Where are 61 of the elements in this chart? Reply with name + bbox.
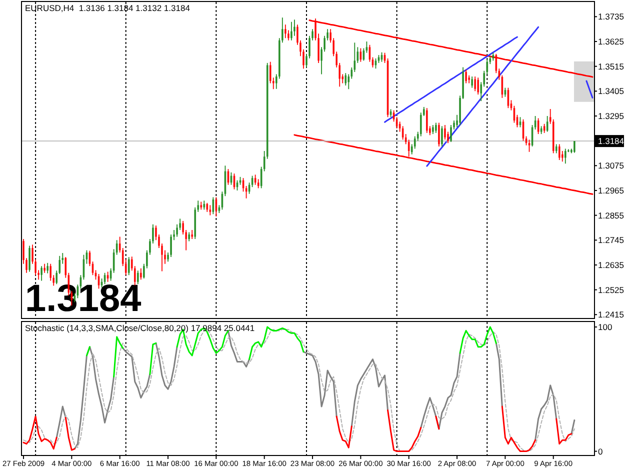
y-tick-label: 1.3295 xyxy=(598,110,624,121)
candlestick xyxy=(290,21,292,41)
candlestick xyxy=(140,268,142,280)
y-tick-label: 1.2965 xyxy=(598,185,624,196)
candlestick xyxy=(170,234,172,258)
y-tick-label: 1.3735 xyxy=(598,12,624,22)
candlestick xyxy=(543,123,546,134)
candlestick xyxy=(558,144,560,160)
candlestick xyxy=(555,144,558,154)
candlestick xyxy=(432,124,434,134)
candlestick xyxy=(206,202,208,212)
candlestick xyxy=(188,232,190,242)
candlestick xyxy=(444,124,446,140)
y-tick-label: 1.2525 xyxy=(598,284,624,295)
candlestick xyxy=(40,266,42,282)
y-tick-label: 1.2635 xyxy=(598,260,624,270)
candlestick xyxy=(426,108,428,134)
candlestick xyxy=(209,204,212,216)
candlestick xyxy=(50,263,52,282)
candlestick xyxy=(191,230,194,240)
line-series xyxy=(308,20,594,78)
candlestick xyxy=(450,124,452,142)
candlestick xyxy=(477,77,480,95)
candlestick xyxy=(28,245,30,272)
line-series xyxy=(294,134,594,195)
y-tick-label: 1.3625 xyxy=(598,36,624,46)
ref-line-label: 1.3184 xyxy=(598,136,624,146)
y-tick-label: 1.3515 xyxy=(598,61,624,72)
y-tick-label: 0 xyxy=(598,446,603,456)
line-series xyxy=(426,26,540,167)
candlestick xyxy=(474,76,476,92)
candlestick xyxy=(574,140,576,154)
candlestick xyxy=(215,196,218,217)
candlestick xyxy=(284,24,286,39)
candlestick xyxy=(294,19,296,36)
candlestick xyxy=(136,270,139,285)
y-tick-label: 1.2415 xyxy=(598,310,624,320)
line-series xyxy=(384,36,518,123)
y-tick-label: 1.3405 xyxy=(598,86,624,96)
chart-title: EURUSD,H4 1.3136 1.3184 1.3132 1.3184 xyxy=(25,3,190,13)
candlestick xyxy=(344,72,347,86)
candlestick xyxy=(561,150,564,162)
candlestick xyxy=(128,256,130,276)
annotation: 1.3184 xyxy=(25,278,142,320)
candlestick xyxy=(564,148,566,164)
candlestick xyxy=(441,126,443,147)
candlestick xyxy=(257,178,260,189)
candlestick xyxy=(46,262,49,274)
candlestick xyxy=(465,69,467,84)
candlestick xyxy=(44,263,46,274)
candlestick xyxy=(402,126,404,140)
candlestick xyxy=(212,196,214,215)
candlestick xyxy=(546,116,548,132)
candlestick xyxy=(438,122,440,147)
candlestick xyxy=(471,76,474,88)
y-tick-label: 100 xyxy=(598,322,612,332)
y-tick-label: 1.2745 xyxy=(598,235,624,246)
candlestick xyxy=(203,200,206,210)
y-tick-label: 1.3075 xyxy=(598,160,624,171)
candlestick xyxy=(435,122,437,134)
y-tick-label: 1.2855 xyxy=(598,210,624,220)
